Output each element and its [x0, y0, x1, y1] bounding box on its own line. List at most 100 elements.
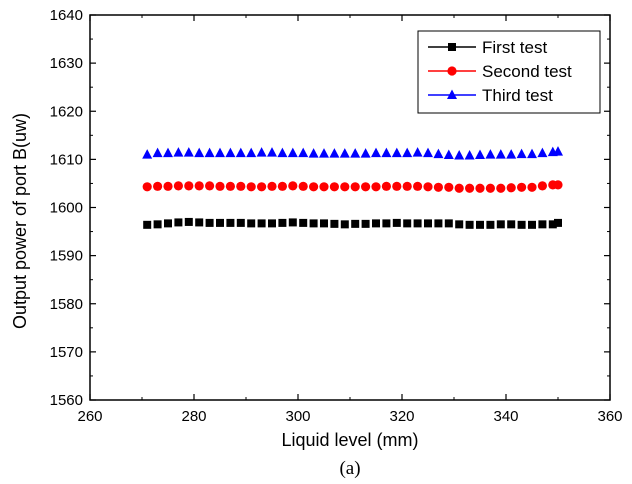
- y-tick-label: 1630: [50, 55, 83, 72]
- data-point: [267, 181, 277, 191]
- data-point: [475, 149, 485, 160]
- y-tick-label: 1560: [50, 392, 83, 409]
- legend-marker: [448, 43, 456, 51]
- data-point: [278, 218, 287, 227]
- data-point: [516, 148, 527, 159]
- data-point: [299, 218, 308, 227]
- data-point: [288, 181, 298, 191]
- data-point: [382, 219, 391, 228]
- y-tick-label: 1580: [50, 296, 83, 313]
- data-point: [164, 219, 172, 228]
- y-tick-label: 1640: [50, 7, 83, 24]
- data-point: [527, 182, 537, 192]
- data-point: [183, 147, 194, 157]
- data-point: [381, 147, 392, 158]
- y-tick-label: 1570: [50, 344, 83, 361]
- data-point: [485, 149, 496, 159]
- data-point: [413, 219, 422, 228]
- tick-labels: 260 280 300 320 340 360 1560 1570 1580 1590 1600 16…: [50, 7, 623, 425]
- data-point: [268, 219, 276, 228]
- data-point: [485, 183, 495, 193]
- data-point: [320, 219, 328, 228]
- data-point: [372, 219, 380, 228]
- data-point: [277, 147, 288, 158]
- data-point: [247, 219, 256, 228]
- x-tick-label: 320: [389, 408, 414, 425]
- legend-marker: [447, 89, 457, 99]
- data-point: [163, 181, 173, 191]
- data-point: [215, 181, 225, 191]
- data-point: [340, 182, 350, 192]
- data-point: [433, 182, 443, 192]
- data-point: [308, 148, 319, 158]
- data-point: [225, 147, 236, 158]
- series-2: [142, 180, 563, 193]
- data-point: [554, 218, 562, 227]
- data-point: [444, 182, 454, 192]
- data-point: [309, 219, 318, 228]
- data-point: [173, 147, 184, 157]
- data-point: [528, 220, 536, 229]
- legend-marker: [447, 66, 457, 76]
- data-point: [246, 182, 256, 192]
- data-point: [392, 181, 402, 191]
- data-point: [402, 147, 413, 158]
- data-point: [257, 219, 266, 228]
- data-point: [194, 181, 204, 191]
- y-tick-label: 1620: [50, 103, 83, 120]
- data-point: [184, 181, 194, 191]
- data-point: [339, 148, 350, 158]
- data-point: [476, 220, 484, 229]
- data-point: [371, 182, 381, 192]
- data-point: [298, 181, 308, 191]
- data-point: [465, 183, 475, 193]
- data-point: [153, 181, 163, 191]
- data-point: [412, 147, 423, 157]
- data-point: [403, 219, 412, 228]
- data-point: [506, 149, 517, 159]
- x-tick-label: 300: [285, 408, 310, 425]
- data-point: [413, 181, 423, 191]
- data-point: [194, 147, 205, 158]
- data-point: [455, 220, 464, 229]
- data-point: [246, 147, 257, 158]
- data-point: [205, 218, 214, 227]
- data-point: [553, 180, 563, 190]
- data-point: [538, 220, 547, 229]
- data-point: [329, 148, 340, 158]
- data-point: [163, 147, 173, 158]
- data-point: [434, 219, 443, 228]
- data-point: [152, 147, 163, 158]
- data-point: [298, 147, 309, 158]
- data-point: [507, 220, 516, 229]
- data-point: [235, 147, 246, 158]
- legend-label: First test: [482, 38, 547, 57]
- data-point: [496, 183, 506, 193]
- data-point: [205, 181, 215, 191]
- x-tick-label: 280: [181, 408, 206, 425]
- data-point: [340, 220, 349, 229]
- data-point: [424, 219, 432, 228]
- data-point: [287, 147, 298, 158]
- data-point: [433, 148, 444, 159]
- data-point: [319, 182, 329, 192]
- data-point: [215, 147, 225, 158]
- data-point: [506, 183, 516, 193]
- data-point: [495, 149, 506, 159]
- data-point: [257, 182, 267, 192]
- data-point: [350, 182, 360, 192]
- data-point: [496, 220, 505, 229]
- x-tick-label: 260: [77, 408, 102, 425]
- data-point: [195, 218, 204, 227]
- data-point: [381, 181, 391, 191]
- y-tick-label: 1590: [50, 248, 83, 265]
- data-point: [142, 182, 152, 192]
- data-point: [267, 147, 277, 157]
- data-point: [548, 220, 557, 229]
- y-tick-label: 1600: [50, 200, 83, 217]
- y-axis-title: Output power of port B(uw): [10, 113, 30, 329]
- x-axis-title: Liquid level (mm): [281, 430, 418, 450]
- y-tick-label: 1610: [50, 151, 83, 168]
- data-point: [454, 150, 465, 160]
